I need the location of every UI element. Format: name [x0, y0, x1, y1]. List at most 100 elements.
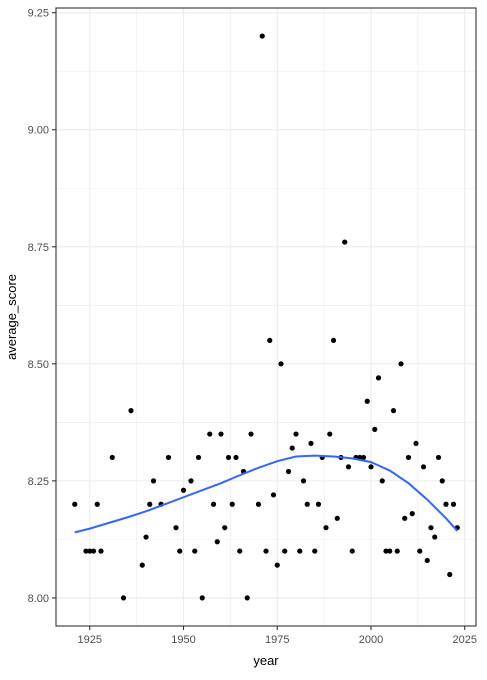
data-point [390, 408, 397, 414]
data-point [432, 534, 438, 540]
x-tick-label: 1950 [171, 634, 195, 646]
data-point [143, 534, 149, 540]
data-point [450, 501, 457, 507]
x-axis-ticks: 1925 1950 1975 2000 2025 [78, 626, 477, 646]
data-point [285, 468, 292, 475]
x-tick-label: 1975 [265, 634, 289, 646]
data-point [409, 511, 415, 517]
data-point [282, 548, 288, 554]
data-point [192, 548, 198, 554]
y-axis-ticks: 8.00 8.25 8.50 8.75 9.00 9.25 [28, 8, 56, 605]
data-point [304, 501, 310, 507]
x-tick-label: 1925 [78, 634, 102, 646]
data-point [165, 454, 172, 461]
data-point [372, 426, 378, 432]
data-point [180, 487, 187, 493]
data-point [244, 595, 250, 601]
data-point [214, 539, 220, 545]
data-point [383, 548, 389, 554]
data-point [173, 525, 179, 531]
data-point [237, 548, 243, 554]
data-point [259, 33, 265, 39]
data-point [120, 595, 127, 601]
major-gridlines [56, 8, 476, 626]
data-point [308, 440, 314, 447]
data-point [270, 492, 277, 498]
data-point [267, 337, 273, 344]
data-point [199, 595, 205, 601]
data-point [229, 501, 235, 507]
data-point [222, 525, 228, 531]
x-tick-label: 2000 [359, 634, 383, 646]
data-point [424, 557, 430, 564]
data-point [443, 501, 449, 507]
data-point [398, 361, 404, 367]
data-point [263, 548, 269, 554]
y-tick-label: 8.75 [28, 242, 49, 254]
data-point [94, 501, 100, 507]
data-point [327, 431, 333, 437]
data-point [330, 337, 337, 344]
data-point [405, 454, 412, 461]
data-point [147, 501, 153, 507]
data-point [349, 548, 355, 554]
data-point [420, 464, 427, 470]
data-point [289, 445, 295, 451]
data-point [439, 478, 445, 484]
data-point [364, 398, 370, 404]
data-point [297, 548, 303, 554]
data-point [315, 501, 322, 507]
y-tick-label: 9.00 [28, 125, 49, 137]
x-tick-label: 2025 [453, 634, 477, 646]
data-point [368, 464, 374, 470]
data-point [248, 431, 254, 437]
data-point [447, 571, 453, 578]
data-point [375, 375, 382, 381]
y-tick-label: 8.25 [28, 476, 49, 488]
y-tick-label: 8.50 [28, 359, 49, 371]
data-point [274, 562, 280, 568]
data-point [72, 501, 78, 507]
data-point [413, 440, 419, 447]
data-point [278, 361, 284, 367]
data-point [98, 548, 104, 554]
data-point [255, 501, 262, 507]
data-point [323, 525, 329, 531]
data-point [90, 548, 97, 554]
data-point [360, 454, 367, 461]
data-point [225, 454, 232, 461]
data-point [394, 548, 400, 554]
smooth-trend-line [74, 454, 458, 534]
data-point [417, 548, 423, 554]
y-axis-title: average_score [4, 274, 19, 360]
data-point [195, 454, 202, 461]
data-point [300, 478, 307, 484]
y-tick-label: 9.25 [28, 8, 49, 20]
data-point [379, 478, 385, 484]
data-point [402, 515, 408, 521]
data-point [207, 431, 213, 437]
x-axis-title: year [253, 653, 279, 668]
data-point [312, 548, 318, 554]
data-point [218, 431, 224, 437]
data-point [342, 239, 348, 245]
data-point [83, 548, 89, 554]
data-point [334, 515, 340, 521]
scatter-points [72, 33, 460, 601]
data-point [387, 548, 393, 554]
minor-gridlines [56, 8, 476, 626]
data-point [150, 478, 157, 484]
data-point [128, 408, 134, 414]
data-point [139, 562, 145, 568]
data-point [210, 501, 217, 507]
data-point [428, 525, 434, 531]
y-tick-label: 8.00 [28, 593, 49, 605]
data-point [188, 478, 194, 484]
data-point [435, 454, 442, 461]
data-point [293, 431, 299, 437]
data-point [233, 454, 239, 461]
data-point [109, 454, 115, 461]
panel-border [55, 7, 477, 627]
data-point [345, 464, 352, 470]
